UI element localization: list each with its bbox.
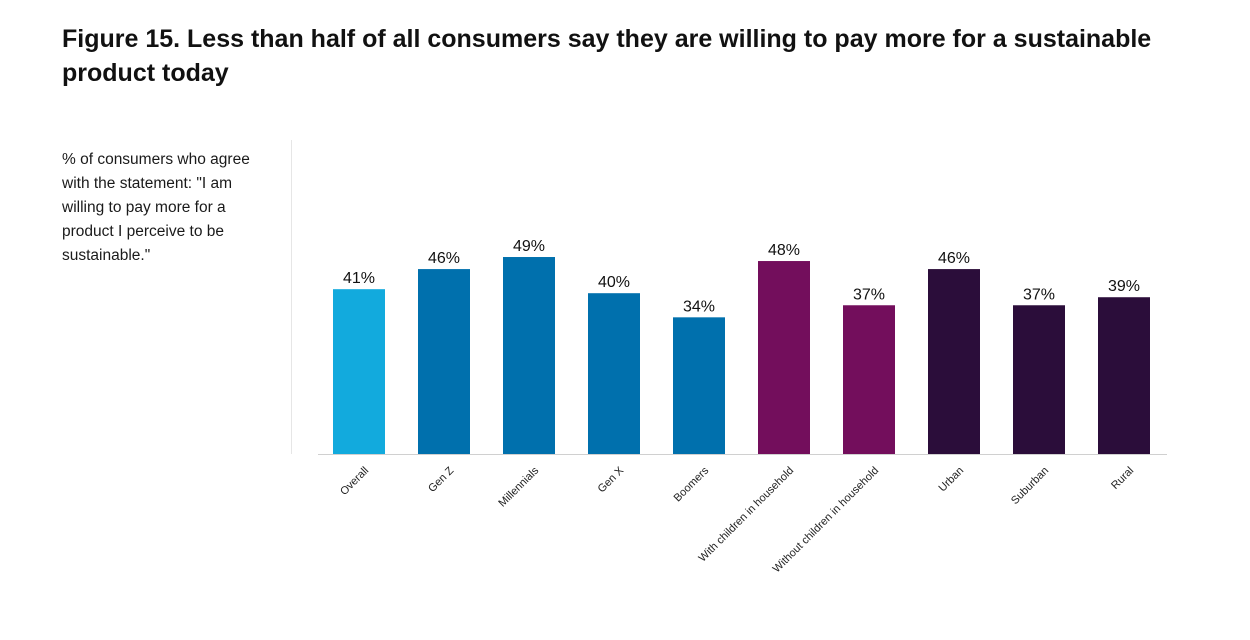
- bar-without-children-in-household: [843, 305, 895, 454]
- chart-title: Figure 15. Less than half of all consume…: [62, 25, 1152, 87]
- value-label-overall: 41%: [343, 270, 375, 287]
- value-label-millennials: 49%: [513, 238, 545, 255]
- bar-millennials: [503, 257, 555, 454]
- bar-boomers: [673, 317, 725, 454]
- category-label-urban: Urban: [937, 465, 967, 495]
- chart-subtitle: % of consumers who agree with the statem…: [62, 151, 250, 264]
- bar-urban: [928, 269, 980, 454]
- category-label-rural: Rural: [1109, 465, 1136, 492]
- category-label-millennials: Millennials: [496, 464, 541, 509]
- value-label-gen-x: 40%: [598, 274, 630, 291]
- value-label-urban: 46%: [938, 250, 970, 267]
- bar-overall: [333, 289, 385, 454]
- bars-group: [333, 257, 1150, 454]
- category-label-with-children-in-household: With children in household: [696, 465, 796, 565]
- value-label-rural: 39%: [1108, 278, 1140, 295]
- value-label-without-children-in-household: 37%: [853, 286, 885, 303]
- bar-gen-z: [418, 269, 470, 454]
- divider: [291, 140, 292, 454]
- value-label-gen-z: 46%: [428, 250, 460, 267]
- category-labels-group: Overall Gen Z Millennials Gen X BoomersWith …: [338, 464, 1136, 575]
- bar-rural: [1098, 297, 1150, 454]
- category-label-gen-x: Gen X: [596, 464, 627, 495]
- value-label-boomers: 34%: [683, 298, 715, 315]
- category-label-suburban: Suburban: [1009, 465, 1051, 507]
- bar-with-children-in-household: [758, 261, 810, 454]
- bar-suburban: [1013, 305, 1065, 454]
- category-label-overall: Overall: [338, 465, 371, 498]
- bar-gen-x: [588, 293, 640, 454]
- category-label-boomers: Boomers: [672, 464, 712, 504]
- value-label-with-children-in-household: 48%: [768, 242, 800, 259]
- category-label-gen-z: Gen Z: [426, 465, 456, 495]
- value-labels-group: 41% 46% 49% 40% 34% 48% 37% 46% 37% 39%: [343, 238, 1140, 315]
- value-label-suburban: 37%: [1023, 286, 1055, 303]
